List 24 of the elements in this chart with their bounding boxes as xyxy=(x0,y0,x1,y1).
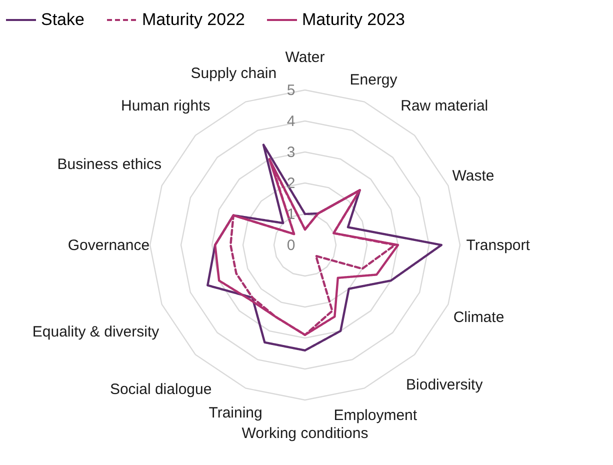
spoke-label: Training xyxy=(208,404,262,422)
legend-label: Stake xyxy=(41,10,84,29)
legend-label: Maturity 2022 xyxy=(142,10,245,29)
y-tick-label: 5 xyxy=(286,82,296,99)
spoke-label: Waste xyxy=(452,167,494,184)
y-tick-label: 2 xyxy=(286,175,296,192)
spoke-label: Working conditions xyxy=(242,424,368,442)
spoke-label: Supply chain xyxy=(190,64,277,82)
spoke-label: Water xyxy=(285,49,325,66)
spoke-label: Transport xyxy=(466,237,531,254)
spoke-label: Governance xyxy=(68,237,150,254)
legend-label: Maturity 2023 xyxy=(302,10,405,29)
spoke-label: Energy xyxy=(350,72,398,89)
spoke-label: Climate xyxy=(453,308,504,326)
spoke-label: Raw material xyxy=(400,98,488,115)
y-tick-label: 4 xyxy=(286,113,296,130)
spoke-label: Equality & diversity xyxy=(32,324,160,341)
spoke-label: Social dialogue xyxy=(110,381,212,398)
spoke-label: Human rights xyxy=(121,98,210,115)
spoke-label: Biodiversity xyxy=(406,376,484,394)
spoke-label: Business ethics xyxy=(57,156,162,173)
spoke-label: Employment xyxy=(334,406,418,424)
y-tick-label: 0 xyxy=(286,237,296,254)
y-tick-label: 3 xyxy=(286,144,296,161)
